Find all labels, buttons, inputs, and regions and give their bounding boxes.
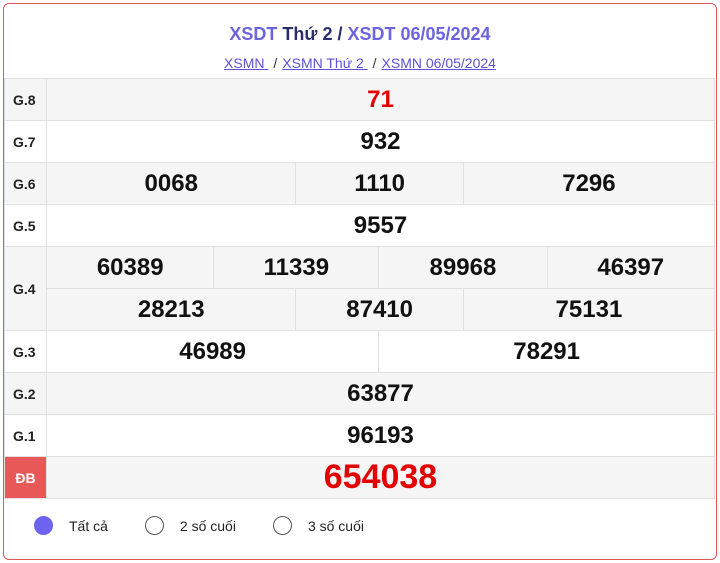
page-title: XSDT Thứ 2 / XSDT 06/05/2024 bbox=[4, 24, 716, 45]
breadcrumb-xsmn-day[interactable]: XSMN Thứ 2 bbox=[282, 55, 368, 71]
title-province[interactable]: XSDT bbox=[229, 24, 278, 44]
prize-number: 75131 bbox=[462, 288, 716, 331]
prize-number: 28213 bbox=[45, 288, 297, 331]
filter-all[interactable]: Tất cả bbox=[34, 516, 108, 535]
breadcrumb-xsmn-date[interactable]: XSMN 06/05/2024 bbox=[381, 55, 496, 71]
prize-number: 96193 bbox=[46, 414, 715, 457]
filter-label: 2 số cuối bbox=[179, 517, 236, 534]
breadcrumb: XSMN / XSMN Thứ 2 /XSMN 06/05/2024 bbox=[224, 55, 496, 71]
prize-number: 1110 bbox=[295, 162, 464, 205]
prize-row-g4: G.4 60389 11339 89968 46397 bbox=[4, 246, 716, 331]
prize-label: G.4 bbox=[4, 246, 47, 331]
filter-label: 3 số cuối bbox=[307, 517, 364, 534]
prize-row-g3: G.3 46989 78291 bbox=[4, 330, 715, 373]
title-date[interactable]: XSDT 06/05/2024 bbox=[347, 24, 491, 44]
filter-label: Tất cả bbox=[69, 517, 108, 534]
prize-number: 11339 bbox=[213, 246, 380, 289]
prize-number: 932 bbox=[46, 120, 715, 163]
digit-filter: Tất cả 2 số cuối 3 số cuối bbox=[34, 516, 401, 535]
prize-label: G.5 bbox=[4, 204, 47, 247]
prize-label: G.7 bbox=[4, 120, 47, 163]
prize-number: 60389 bbox=[45, 246, 215, 289]
prize-label: G.8 bbox=[4, 78, 47, 121]
radio-selected-icon[interactable] bbox=[34, 516, 53, 535]
special-prize-label: ĐB bbox=[4, 456, 47, 499]
results-table: G.8 71 G.7 932 G.6 0068 1110 7296 G.5 9557 G.4… bbox=[4, 78, 716, 499]
title-day: Thứ 2 / bbox=[277, 24, 348, 44]
prize-label: G.6 bbox=[4, 162, 47, 205]
prize-row-g6: G.6 0068 1110 7296 bbox=[4, 162, 716, 205]
filter-last-3[interactable]: 3 số cuối bbox=[272, 516, 364, 535]
prize-number: 89968 bbox=[378, 246, 548, 289]
radio-icon[interactable] bbox=[272, 516, 292, 535]
prize-row-g2: G.2 63877 bbox=[4, 372, 715, 415]
prize-row-g8: G.8 71 bbox=[4, 78, 715, 121]
prize-label: G.2 bbox=[4, 372, 47, 415]
prize-number: 9557 bbox=[46, 204, 715, 247]
prize-number: 78291 bbox=[378, 330, 715, 373]
prize-number: 7296 bbox=[462, 162, 716, 205]
prize-row-g7: G.7 932 bbox=[4, 120, 715, 163]
prize-number: 46989 bbox=[45, 330, 380, 373]
filter-last-2[interactable]: 2 số cuối bbox=[144, 516, 236, 535]
special-prize-number: 654038 bbox=[46, 456, 715, 499]
prize-number: 71 bbox=[46, 78, 715, 121]
breadcrumb-xsmn[interactable]: XSMN bbox=[224, 55, 269, 71]
results-card: XSDT Thứ 2 / XSDT 06/05/2024 XSMN / XSMN … bbox=[3, 3, 717, 560]
prize-row-g1: G.1 96193 bbox=[4, 414, 715, 457]
prize-row-g5: G.5 9557 bbox=[4, 204, 715, 247]
prize-number: 63877 bbox=[46, 372, 715, 415]
prize-number: 0068 bbox=[45, 162, 297, 205]
prize-label: G.3 bbox=[4, 330, 47, 373]
prize-number: 87410 bbox=[295, 288, 464, 331]
prize-label: G.1 bbox=[4, 414, 47, 457]
prize-row-g4-b: 28213 87410 75131 bbox=[5, 288, 716, 331]
prize-row-special: ĐB 654038 bbox=[4, 456, 715, 499]
radio-icon[interactable] bbox=[144, 516, 164, 535]
prize-number: 46397 bbox=[546, 246, 716, 289]
